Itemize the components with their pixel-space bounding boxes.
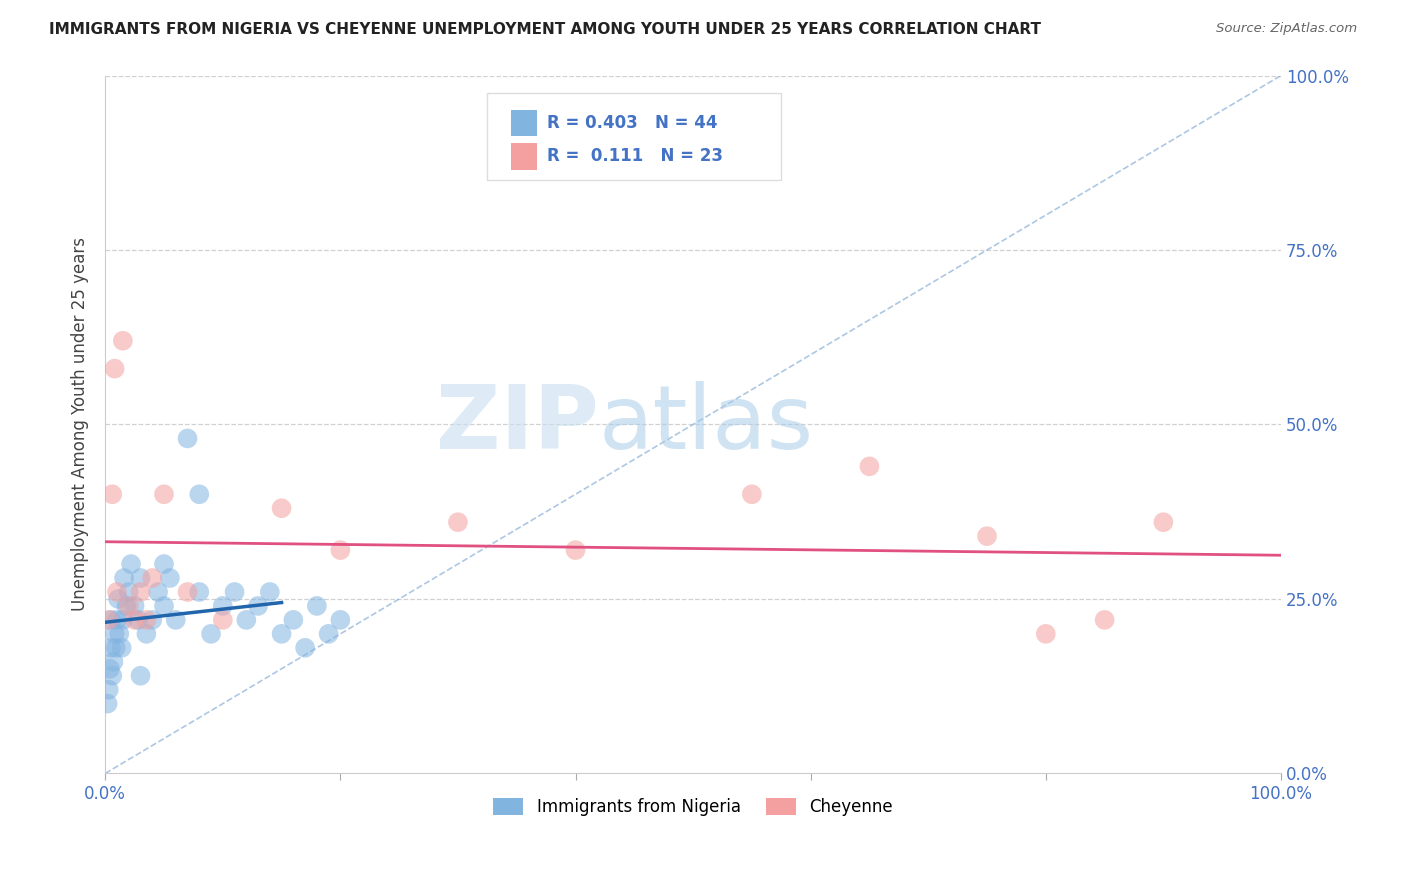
Point: [108, 627, 131, 641]
Point: [329, 543, 352, 558]
Point: [153, 487, 176, 501]
FancyBboxPatch shape: [510, 144, 537, 169]
Point: [858, 459, 880, 474]
Point: [976, 529, 998, 543]
Point: [165, 613, 187, 627]
Point: [101, 487, 124, 501]
FancyBboxPatch shape: [488, 93, 782, 180]
Point: [141, 613, 163, 627]
Text: atlas: atlas: [599, 381, 814, 468]
Point: [127, 613, 149, 627]
Point: [111, 640, 134, 655]
FancyBboxPatch shape: [510, 110, 537, 136]
Point: [124, 599, 146, 613]
Point: [135, 613, 157, 627]
Point: [104, 361, 127, 376]
Point: [329, 613, 352, 627]
Point: [294, 640, 316, 655]
Point: [211, 599, 233, 613]
Y-axis label: Unemployment Among Youth under 25 years: Unemployment Among Youth under 25 years: [72, 237, 89, 612]
Point: [105, 585, 128, 599]
Point: [118, 585, 141, 599]
Point: [115, 599, 138, 613]
Point: [270, 627, 292, 641]
Point: [153, 599, 176, 613]
Point: [129, 585, 152, 599]
Point: [1094, 613, 1116, 627]
Point: [97, 697, 120, 711]
Point: [447, 515, 470, 529]
Point: [224, 585, 246, 599]
Point: [200, 627, 222, 641]
Point: [259, 585, 281, 599]
Point: [1035, 627, 1057, 641]
Point: [741, 487, 763, 501]
Point: [564, 543, 586, 558]
Point: [235, 613, 257, 627]
Point: [283, 613, 305, 627]
Text: ZIP: ZIP: [436, 381, 599, 468]
Point: [129, 571, 152, 585]
Point: [98, 662, 121, 676]
Point: [176, 585, 198, 599]
Point: [103, 655, 125, 669]
Point: [135, 627, 157, 641]
Point: [111, 613, 134, 627]
Text: R =  0.111   N = 23: R = 0.111 N = 23: [547, 147, 723, 166]
Point: [305, 599, 328, 613]
Text: Source: ZipAtlas.com: Source: ZipAtlas.com: [1216, 22, 1357, 36]
Point: [129, 669, 152, 683]
Point: [100, 613, 122, 627]
Point: [101, 669, 124, 683]
Legend: Immigrants from Nigeria, Cheyenne: Immigrants from Nigeria, Cheyenne: [485, 789, 901, 824]
Point: [111, 334, 134, 348]
Point: [211, 613, 233, 627]
Point: [1152, 515, 1174, 529]
Point: [176, 432, 198, 446]
Point: [270, 501, 292, 516]
Point: [124, 613, 146, 627]
Point: [97, 682, 120, 697]
Point: [146, 585, 169, 599]
Point: [153, 557, 176, 571]
Point: [188, 487, 211, 501]
Point: [105, 613, 128, 627]
Point: [247, 599, 270, 613]
Point: [107, 591, 129, 606]
Text: IMMIGRANTS FROM NIGERIA VS CHEYENNE UNEMPLOYMENT AMONG YOUTH UNDER 25 YEARS CORR: IMMIGRANTS FROM NIGERIA VS CHEYENNE UNEM…: [49, 22, 1042, 37]
Point: [159, 571, 181, 585]
Point: [104, 640, 127, 655]
Point: [112, 571, 135, 585]
Point: [318, 627, 340, 641]
Text: R = 0.403   N = 44: R = 0.403 N = 44: [547, 114, 718, 132]
Point: [188, 585, 211, 599]
Point: [118, 599, 141, 613]
Point: [141, 571, 163, 585]
Point: [97, 613, 120, 627]
Point: [100, 640, 122, 655]
Point: [120, 557, 142, 571]
Point: [104, 627, 127, 641]
